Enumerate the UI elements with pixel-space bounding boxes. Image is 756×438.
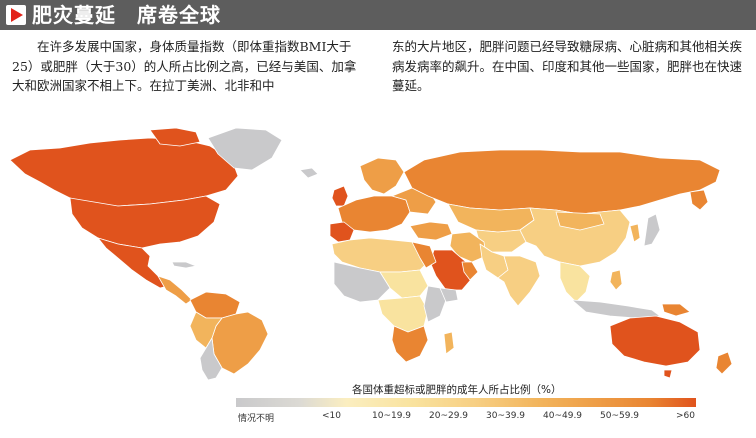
region-turkey [409, 221, 453, 241]
region-central-africa [377, 295, 429, 333]
legend-label-30-39: 30~39.9 [486, 411, 526, 421]
region-gulf [461, 261, 479, 281]
article-column-left: 在许多发展中国家，身体质量指数（即体重指数BMI大于25）或肥胖（大于30）的人… [12, 37, 366, 96]
region-japan [643, 213, 661, 247]
legend-label-20-29: 20~29.9 [429, 411, 469, 421]
legend-label-unknown: 情况不明 [238, 414, 275, 424]
region-horn-africa [439, 287, 459, 303]
legend-label-40-49: 40~49.9 [543, 411, 583, 421]
legend-gradient-bar [236, 398, 696, 407]
region-canada [9, 137, 239, 207]
article-column-right: 东的大片地区，肥胖问题已经导致糖尿病、心脏病和其他相关疾病发病率的飙升。在中国、… [392, 37, 746, 96]
region-southern-africa [391, 325, 429, 363]
region-uk-ireland [331, 185, 349, 207]
region-philippines [609, 269, 623, 291]
region-central-america [157, 275, 193, 305]
article-paragraph-1: 在许多发展中国家，身体质量指数（即体重指数BMI大于25）或肥胖（大于30）的人… [12, 39, 357, 93]
region-iran [449, 231, 487, 263]
region-arctic-islands [149, 127, 201, 147]
region-north-africa [331, 237, 429, 273]
legend-label-lt10: <10 [322, 411, 341, 421]
region-mongolia [555, 211, 605, 231]
region-arabia [429, 249, 475, 291]
region-argentina-chile [199, 337, 223, 381]
legend-label-50-59: 50~59.9 [600, 411, 640, 421]
region-sahel [379, 269, 429, 299]
play-icon [6, 5, 26, 25]
region-png [661, 303, 691, 317]
world-obesity-map [9, 127, 733, 381]
region-korea [629, 223, 641, 243]
legend-title: 各国体重超标或肥胖的成年人所占比例（%） [352, 384, 562, 396]
region-indonesia [571, 299, 661, 319]
region-usa [69, 195, 221, 249]
region-egypt [411, 241, 437, 269]
region-tasmania [663, 369, 673, 379]
region-kamchatka [689, 189, 709, 211]
header-bar: 肥灾蔓延 席卷全球 [0, 0, 756, 30]
region-southeast-asia [559, 261, 591, 303]
region-cuba [171, 261, 197, 269]
legend-label-10-19: 10~19.9 [372, 411, 412, 421]
region-madagascar [443, 331, 455, 355]
region-new-zealand [715, 351, 733, 375]
region-greenland [207, 127, 283, 171]
region-india [497, 255, 541, 307]
legend-label-gt60: >60 [676, 411, 695, 421]
region-iceland [299, 167, 319, 179]
article-paragraph-2: 东的大片地区，肥胖问题已经导致糖尿病、心脏病和其他相关疾病发病率的飙升。在中国、… [392, 39, 743, 93]
region-scandinavia [359, 157, 405, 195]
page-title: 肥灾蔓延 席卷全球 [32, 3, 221, 27]
region-australia [609, 315, 701, 367]
